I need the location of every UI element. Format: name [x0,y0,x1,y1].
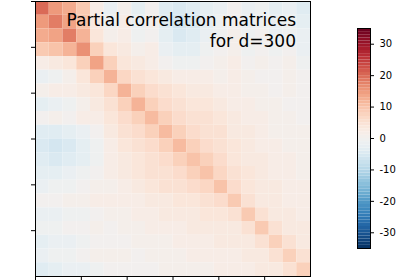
svg-text:-30: -30 [380,227,396,238]
svg-text:-10: -10 [380,164,396,175]
html-text:Partial correlation matrices: Partial correlation matrices [66,10,296,30]
svg-text:30: 30 [380,38,393,49]
svg-text:20: 20 [380,70,393,81]
svg-text:0: 0 [380,133,386,144]
html-text:for d=300: for d=300 [209,31,296,51]
svg-text:10: 10 [380,101,393,112]
svg-text:-20: -20 [380,196,396,207]
